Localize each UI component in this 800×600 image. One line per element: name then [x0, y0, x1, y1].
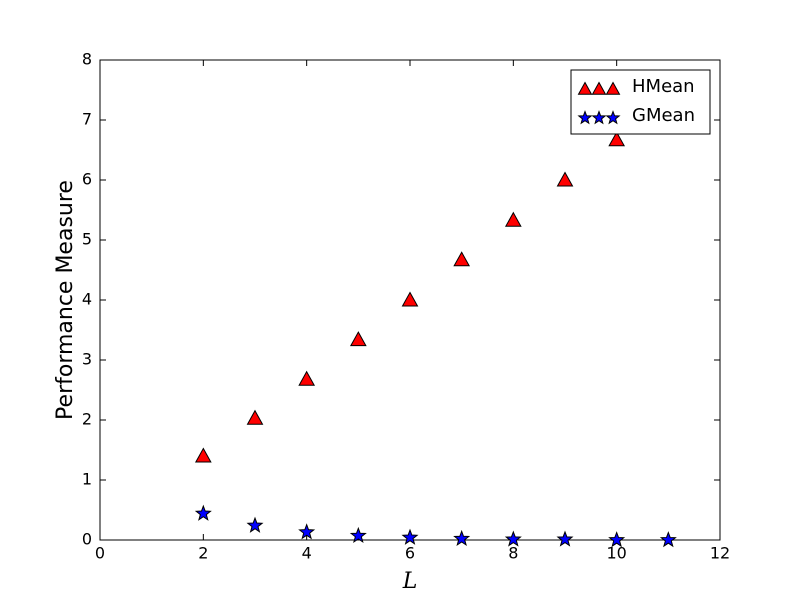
scatter-point — [194, 504, 212, 521]
scatter-point — [194, 447, 212, 463]
y-tick-label: 1 — [82, 470, 92, 489]
scatter-point — [401, 528, 419, 545]
scatter-point — [349, 331, 367, 347]
legend-marker — [591, 110, 607, 125]
scatter-point — [298, 370, 316, 386]
legend-marker — [577, 81, 593, 95]
scatter-point — [246, 409, 264, 425]
scatter-point — [349, 526, 367, 544]
scatter-point — [453, 251, 471, 267]
legend-label: GMean — [632, 105, 695, 126]
scatter-point — [608, 131, 626, 147]
y-tick-label: 3 — [82, 350, 92, 369]
x-tick-label: 6 — [405, 544, 415, 563]
x-tick-label: 4 — [302, 544, 312, 563]
scatter-point — [659, 531, 677, 548]
scatter-point — [246, 516, 264, 533]
y-tick-label: 8 — [82, 50, 92, 69]
scatter-point — [504, 211, 522, 227]
y-tick-label: 6 — [82, 170, 92, 189]
x-axis-label: L — [402, 569, 418, 594]
legend-box — [570, 69, 711, 135]
x-tick-label: 8 — [508, 544, 518, 563]
x-tick-label: 2 — [198, 544, 208, 563]
scatter-point — [504, 530, 522, 547]
legend-marker — [605, 110, 621, 125]
x-tick-label: 0 — [95, 544, 105, 563]
scatter-point — [556, 171, 574, 187]
scatter-point — [401, 291, 419, 307]
legend-marker — [577, 110, 593, 125]
y-tick-label: 7 — [82, 110, 92, 129]
legend-label: HMean — [632, 76, 695, 97]
y-axis-label: Performance Measure — [53, 180, 78, 420]
y-tick-label: 4 — [82, 290, 92, 309]
scatter-point — [298, 523, 316, 540]
y-tick-label: 0 — [82, 530, 92, 549]
scatter-point — [608, 531, 626, 548]
scatter-point — [453, 529, 471, 547]
scatter-point — [556, 530, 574, 547]
x-tick-label: 12 — [710, 544, 730, 563]
y-tick-label: 5 — [82, 230, 92, 249]
legend-marker — [591, 81, 607, 95]
legend-marker — [605, 81, 621, 95]
y-tick-label: 2 — [82, 410, 92, 429]
x-tick-label: 10 — [606, 544, 626, 563]
